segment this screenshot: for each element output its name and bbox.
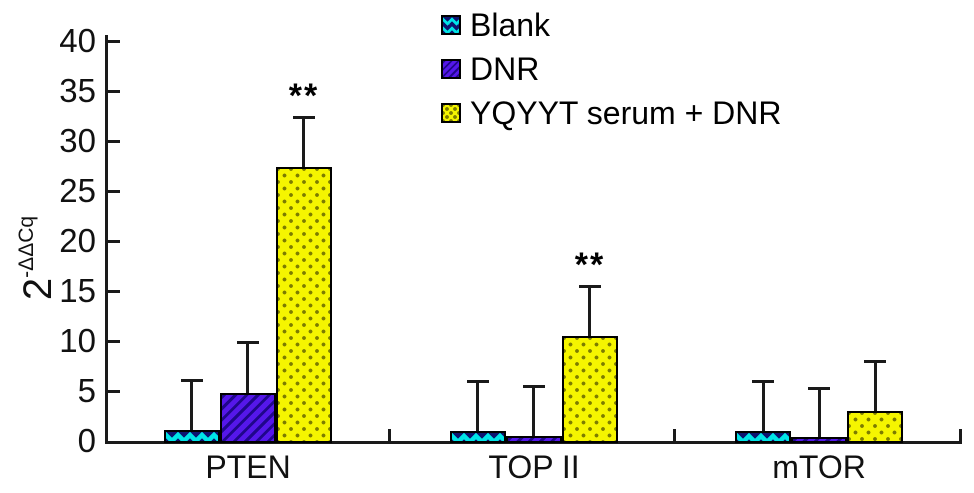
legend-swatch-yqyyt-serum-dnr-icon [441,103,461,123]
y-tick-label-40: 40 [59,22,96,59]
y-tick-label-30: 30 [59,122,96,159]
errorbar-yqyyt-serum-dnr-0 [302,117,305,167]
errorbar-cap-dnr-2 [808,387,830,390]
y-tick-40 [108,40,120,43]
errorbar-dnr-2 [818,388,821,437]
errorbar-cap-dnr-1 [523,385,545,388]
significance-marker-0: ** [288,77,320,115]
bar-dnr-1 [506,436,562,443]
legend-label-blank: Blank [470,7,551,43]
legend-item-blank: Blank [441,3,781,47]
errorbar-cap-dnr-0 [237,341,259,344]
legend-item-yqyyt-serum-dnr: YQYYT serum + DNR [441,91,781,135]
errorbar-cap-yqyyt-serum-dnr-2 [864,360,886,363]
legend-label-yqyyt-serum-dnr: YQYYT serum + DNR [470,95,782,131]
errorbar-dnr-0 [246,342,249,393]
legend-swatch-blank-icon [441,15,461,35]
x-category-label-top-ii: TOP II [488,449,580,485]
errorbar-yqyyt-serum-dnr-1 [588,286,591,336]
y-tick-label-10: 10 [59,322,96,359]
errorbar-cap-yqyyt-serum-dnr-0 [293,116,315,119]
bar-blank-1 [450,431,506,443]
significance-marker-1: ** [574,246,606,284]
errorbar-dnr-1 [532,386,535,436]
x-boundary-tick-2 [673,429,676,441]
errorbar-yqyyt-serum-dnr-2 [874,361,877,411]
legend-swatch-dnr-icon [441,59,461,79]
bar-dnr-0 [220,393,276,443]
errorbar-cap-blank-1 [467,380,489,383]
bar-blank-0 [164,430,220,443]
y-tick-15 [108,290,120,293]
x-category-label-mtor: mTOR [772,449,866,485]
errorbar-blank-0 [190,380,193,430]
y-tick-label-5: 5 [77,372,96,409]
bar-yqyyt-serum-dnr-2 [847,411,903,443]
errorbar-cap-blank-2 [752,380,774,383]
y-tick-label-20: 20 [59,222,96,259]
legend-label-dnr: DNR [470,51,540,87]
errorbar-cap-yqyyt-serum-dnr-1 [579,285,601,288]
legend-item-dnr: DNR [441,47,781,91]
y-tick-label-35: 35 [59,72,96,109]
bar-yqyyt-serum-dnr-0 [276,167,332,443]
x-boundary-tick-3 [959,429,962,441]
x-boundary-tick-1 [388,429,391,441]
y-tick-35 [108,90,120,93]
bar-dnr-2 [791,437,847,443]
errorbar-blank-1 [476,381,479,431]
y-tick-10 [108,340,120,343]
y-tick-label-25: 25 [59,172,96,209]
y-tick-20 [108,240,120,243]
x-category-label-pten: PTEN [205,449,291,485]
y-tick-25 [108,190,120,193]
y-tick-label-15: 15 [59,272,96,309]
bar-yqyyt-serum-dnr-1 [562,336,618,443]
y-axis-line [105,35,108,444]
errorbar-blank-2 [762,381,765,431]
legend: Blank DNR YQYYT serum + DNR [441,3,781,135]
y-tick-5 [108,390,120,393]
errorbar-cap-blank-0 [181,379,203,382]
y-tick-30 [108,140,120,143]
y-tick-label-0: 0 [77,422,96,459]
bar-blank-2 [735,431,791,443]
